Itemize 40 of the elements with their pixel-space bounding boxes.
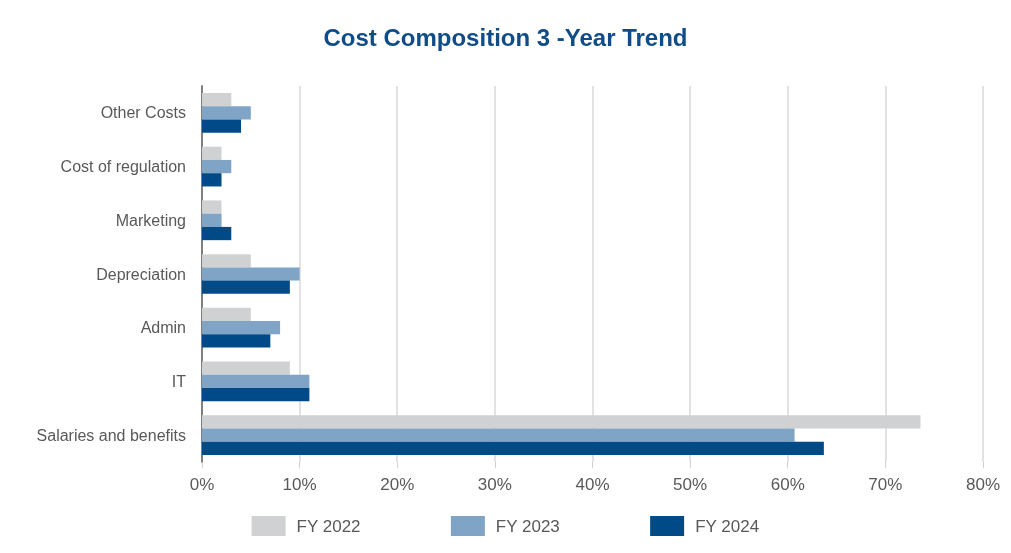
bar: [202, 280, 290, 294]
legend-label: FY 2023: [495, 516, 560, 536]
bar: [202, 159, 232, 174]
bar: [202, 92, 232, 107]
bar: [202, 213, 222, 227]
x-tick-label: 10%: [282, 475, 317, 494]
x-tick-label: 20%: [380, 475, 415, 494]
bar: [202, 321, 281, 335]
y-tick-label: Marketing: [115, 211, 186, 229]
bar: [202, 307, 251, 322]
bar: [202, 441, 824, 456]
bar: [202, 254, 251, 268]
bar: [202, 119, 242, 133]
bar: [202, 146, 222, 160]
bar: [202, 334, 271, 348]
y-tick-label: Depreciation: [96, 265, 186, 283]
legend-label: FY 2024: [695, 516, 760, 536]
x-tick-label: 40%: [575, 475, 610, 494]
x-tick-label: 70%: [868, 475, 903, 494]
bar: [202, 267, 300, 281]
y-tick-label: Salaries and benefits: [36, 426, 186, 444]
y-tick-label: Cost of regulation: [60, 158, 186, 176]
bar: [202, 361, 290, 375]
bar: [202, 173, 222, 187]
x-tick-label: 50%: [673, 475, 708, 494]
x-tick-label: 30%: [477, 475, 512, 494]
legend-label: FY 2022: [296, 516, 361, 536]
y-tick-label: IT: [171, 372, 187, 390]
chart-title: Cost Composition 3 -Year Trend: [323, 23, 688, 51]
bar: [202, 200, 222, 214]
bar: [202, 226, 232, 241]
x-tick-label: 0%: [189, 475, 215, 494]
bar: [202, 388, 310, 402]
bar: [202, 428, 795, 442]
x-tick-label: 80%: [965, 475, 1000, 494]
bar: [202, 374, 310, 389]
y-tick-label: Other Costs: [100, 104, 186, 122]
x-tick-label: 60%: [770, 475, 805, 494]
y-tick-label: Admin: [140, 319, 186, 337]
bar: [202, 106, 251, 120]
